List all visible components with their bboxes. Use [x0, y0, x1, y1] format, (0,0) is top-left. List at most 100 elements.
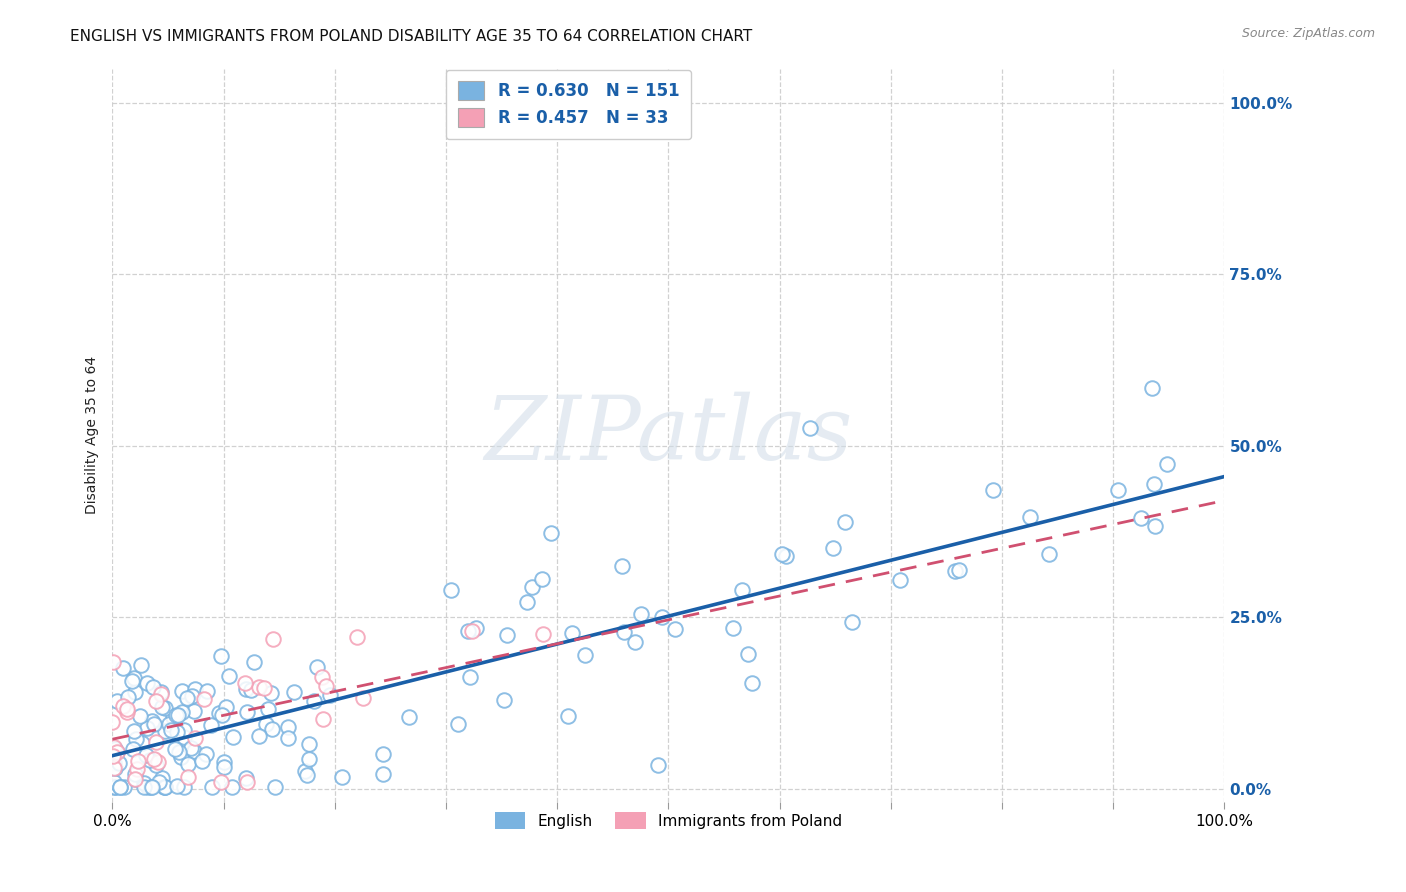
Point — [173, 730, 195, 744]
Point — [127, 754, 149, 768]
Point — [319, 689, 342, 703]
Point — [103, 780, 125, 794]
Point — [139, 753, 162, 767]
Point — [132, 776, 155, 790]
Point — [235, 771, 257, 785]
Point — [124, 732, 146, 747]
Point — [166, 725, 188, 739]
Point — [159, 723, 181, 737]
Point — [124, 684, 146, 698]
Point — [295, 767, 318, 781]
Point — [235, 681, 257, 696]
Point — [1018, 510, 1040, 524]
Point — [105, 745, 128, 759]
Point — [117, 690, 139, 705]
Point — [1156, 457, 1178, 471]
Point — [167, 745, 190, 759]
Point — [540, 525, 562, 540]
Point — [124, 772, 146, 786]
Point — [101, 714, 124, 729]
Point — [240, 683, 263, 698]
Point — [212, 760, 235, 774]
Point — [145, 758, 167, 772]
Point — [613, 624, 636, 639]
Point — [770, 547, 793, 561]
Point — [105, 746, 128, 760]
Point — [647, 757, 669, 772]
Point — [311, 670, 333, 684]
Point — [257, 702, 280, 716]
Point — [157, 716, 180, 731]
Point — [233, 676, 256, 690]
Point — [169, 750, 191, 764]
Point — [104, 761, 127, 775]
Point — [799, 421, 821, 435]
Point — [177, 770, 200, 784]
Point — [136, 675, 159, 690]
Point — [193, 691, 215, 706]
Point — [121, 674, 143, 689]
Point — [1038, 547, 1060, 561]
Point — [283, 685, 305, 699]
Point — [254, 716, 277, 731]
Point — [207, 706, 229, 721]
Point — [125, 762, 148, 776]
Point — [153, 723, 176, 738]
Point — [105, 694, 128, 708]
Point — [531, 572, 554, 586]
Point — [373, 766, 395, 780]
Point — [104, 780, 127, 794]
Point — [298, 738, 321, 752]
Point — [103, 756, 125, 771]
Point — [153, 780, 176, 794]
Point — [184, 681, 207, 696]
Point — [520, 580, 543, 594]
Point — [465, 621, 488, 635]
Point — [128, 709, 150, 723]
Point — [298, 751, 321, 765]
Point — [373, 747, 395, 762]
Point — [557, 709, 579, 723]
Text: ENGLISH VS IMMIGRANTS FROM POLAND DISABILITY AGE 35 TO 64 CORRELATION CHART: ENGLISH VS IMMIGRANTS FROM POLAND DISABI… — [70, 29, 752, 44]
Point — [841, 615, 863, 629]
Point — [103, 761, 125, 775]
Point — [531, 626, 554, 640]
Point — [253, 681, 276, 695]
Point — [150, 771, 173, 785]
Point — [458, 670, 481, 684]
Point — [775, 549, 797, 563]
Point — [346, 630, 368, 644]
Point — [165, 741, 187, 756]
Point — [948, 563, 970, 577]
Point — [302, 693, 325, 707]
Point — [211, 708, 233, 723]
Point — [461, 624, 484, 638]
Point — [131, 736, 153, 750]
Point — [262, 632, 284, 646]
Point — [108, 756, 131, 771]
Point — [209, 649, 232, 664]
Point — [166, 779, 188, 793]
Point — [222, 731, 245, 745]
Point — [1140, 380, 1163, 394]
Point — [141, 714, 163, 729]
Text: ZIPatlas: ZIPatlas — [484, 392, 852, 479]
Point — [115, 702, 138, 716]
Point — [492, 693, 515, 707]
Point — [221, 780, 243, 794]
Point — [104, 742, 127, 756]
Point — [173, 723, 195, 737]
Point — [243, 655, 266, 669]
Point — [197, 683, 219, 698]
Point — [1129, 511, 1152, 525]
Point — [150, 700, 173, 714]
Point — [148, 775, 170, 789]
Point — [236, 774, 259, 789]
Point — [623, 634, 645, 648]
Point — [184, 731, 207, 745]
Point — [212, 755, 235, 769]
Point — [731, 583, 754, 598]
Point — [139, 780, 162, 794]
Point — [664, 623, 686, 637]
Point — [1144, 519, 1167, 533]
